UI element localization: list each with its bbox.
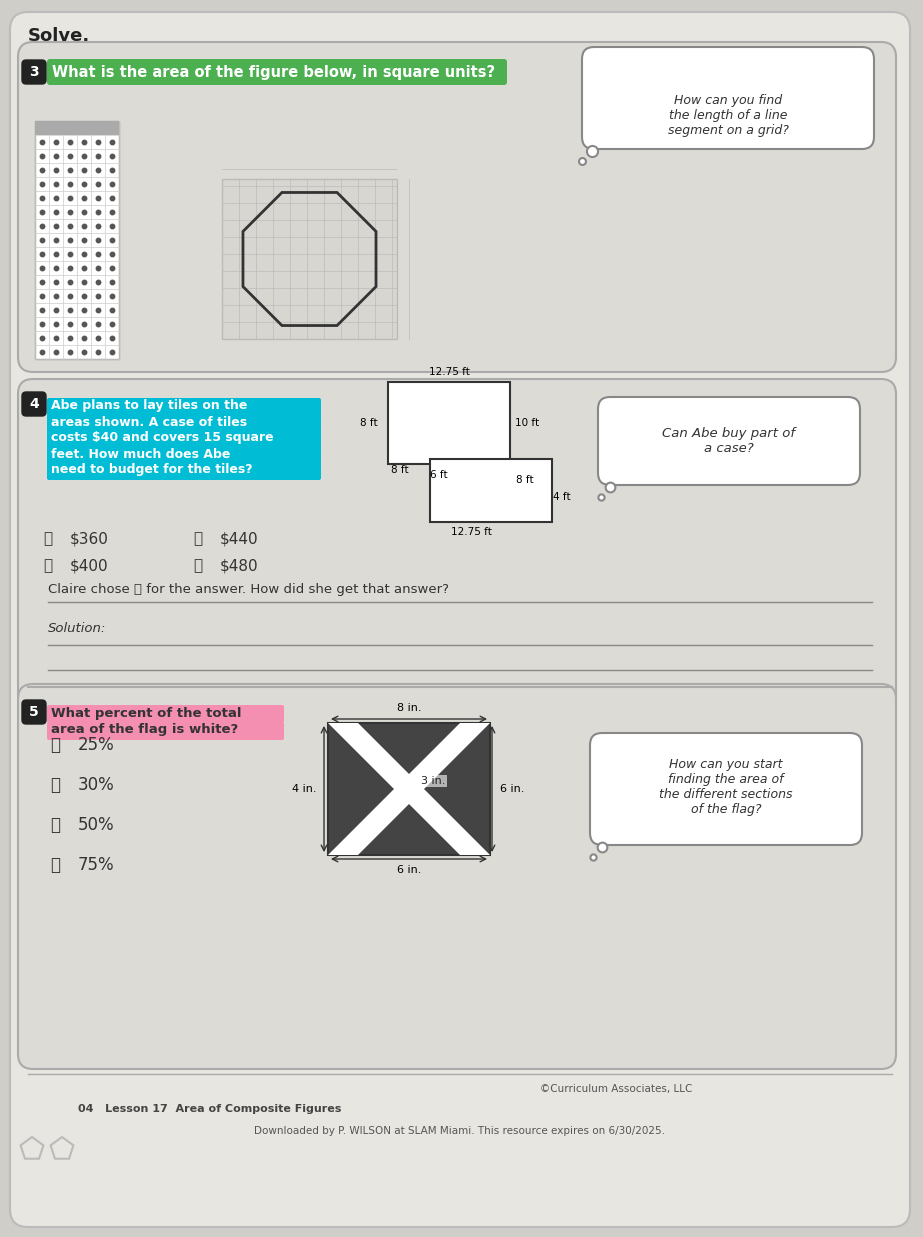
Text: 4: 4 <box>30 397 39 411</box>
Text: $480: $480 <box>220 558 258 574</box>
FancyBboxPatch shape <box>22 700 46 724</box>
FancyBboxPatch shape <box>22 392 46 416</box>
FancyBboxPatch shape <box>18 379 896 709</box>
Text: 8 ft: 8 ft <box>391 465 409 475</box>
FancyBboxPatch shape <box>22 61 46 84</box>
Text: 6 in.: 6 in. <box>397 865 421 875</box>
Text: Can Abe buy part of
a case?: Can Abe buy part of a case? <box>663 427 796 455</box>
Text: Ⓓ: Ⓓ <box>194 558 202 574</box>
FancyBboxPatch shape <box>18 684 896 1069</box>
FancyBboxPatch shape <box>590 734 862 845</box>
Bar <box>222 179 397 339</box>
Polygon shape <box>328 722 490 855</box>
Text: Claire chose Ⓑ for the answer. How did she get that answer?: Claire chose Ⓑ for the answer. How did s… <box>48 583 449 595</box>
Text: Ⓑ: Ⓑ <box>43 558 53 574</box>
Text: Ⓐ: Ⓐ <box>43 532 53 547</box>
Text: need to budget for the tiles?: need to budget for the tiles? <box>51 464 253 476</box>
Text: Solution:: Solution: <box>48 622 106 636</box>
Polygon shape <box>328 722 490 855</box>
Bar <box>35 121 119 135</box>
Bar <box>430 459 552 522</box>
Text: $360: $360 <box>70 532 109 547</box>
FancyBboxPatch shape <box>47 414 321 432</box>
Bar <box>388 382 510 464</box>
Text: costs $40 and covers 15 square: costs $40 and covers 15 square <box>51 432 273 444</box>
Text: 8 ft: 8 ft <box>516 475 533 485</box>
FancyBboxPatch shape <box>47 398 321 416</box>
Text: $400: $400 <box>70 558 109 574</box>
Text: Ⓓ: Ⓓ <box>50 856 60 875</box>
Text: 3: 3 <box>30 66 39 79</box>
Text: 5: 5 <box>30 705 39 719</box>
FancyBboxPatch shape <box>47 59 507 85</box>
Text: How can you start
finding the area of
the different sections
of the flag?: How can you start finding the area of th… <box>659 758 793 816</box>
Text: 4 ft: 4 ft <box>553 492 570 502</box>
Bar <box>328 722 490 855</box>
Bar <box>35 121 119 359</box>
FancyBboxPatch shape <box>47 447 321 464</box>
Text: Solve.: Solve. <box>28 27 90 45</box>
Text: 25%: 25% <box>78 736 114 755</box>
FancyBboxPatch shape <box>582 47 874 148</box>
Text: 8 in.: 8 in. <box>397 703 421 713</box>
Text: feet. How much does Abe: feet. How much does Abe <box>51 448 231 460</box>
Text: 04   Lesson 17  Area of Composite Figures: 04 Lesson 17 Area of Composite Figures <box>78 1103 342 1115</box>
Text: 6 in.: 6 in. <box>500 784 524 794</box>
Text: 8 ft: 8 ft <box>360 418 378 428</box>
Text: Ⓑ: Ⓑ <box>50 776 60 794</box>
Text: 50%: 50% <box>78 816 114 834</box>
Text: Ⓒ: Ⓒ <box>194 532 202 547</box>
FancyBboxPatch shape <box>10 12 910 1227</box>
Text: 6 ft: 6 ft <box>430 470 448 480</box>
Text: 12.75 ft: 12.75 ft <box>450 527 491 537</box>
Text: areas shown. A case of tiles: areas shown. A case of tiles <box>51 416 247 428</box>
Text: ©Curriculum Associates, LLC: ©Curriculum Associates, LLC <box>540 1084 692 1094</box>
Text: 75%: 75% <box>78 856 114 875</box>
FancyBboxPatch shape <box>47 430 321 448</box>
Text: What percent of the total: What percent of the total <box>51 706 242 720</box>
FancyBboxPatch shape <box>18 42 896 372</box>
Text: How can you find
the length of a line
segment on a grid?: How can you find the length of a line se… <box>667 94 788 137</box>
Text: Ⓒ: Ⓒ <box>50 816 60 834</box>
FancyBboxPatch shape <box>598 397 860 485</box>
Text: What is the area of the figure below, in square units?: What is the area of the figure below, in… <box>52 64 495 79</box>
Text: 30%: 30% <box>78 776 114 794</box>
Text: Downloaded by P. WILSON at SLAM Miami. This resource expires on 6/30/2025.: Downloaded by P. WILSON at SLAM Miami. T… <box>255 1126 665 1136</box>
Text: Ⓐ: Ⓐ <box>50 736 60 755</box>
FancyBboxPatch shape <box>47 705 284 722</box>
Text: 4 in.: 4 in. <box>292 784 316 794</box>
FancyBboxPatch shape <box>47 461 321 480</box>
FancyBboxPatch shape <box>47 722 284 740</box>
Text: 3 in.: 3 in. <box>421 776 446 785</box>
Text: Abe plans to lay tiles on the: Abe plans to lay tiles on the <box>51 400 247 412</box>
Text: area of the flag is white?: area of the flag is white? <box>51 724 238 736</box>
Text: 10 ft: 10 ft <box>515 418 539 428</box>
Text: $440: $440 <box>220 532 258 547</box>
Text: 12.75 ft: 12.75 ft <box>428 367 470 377</box>
